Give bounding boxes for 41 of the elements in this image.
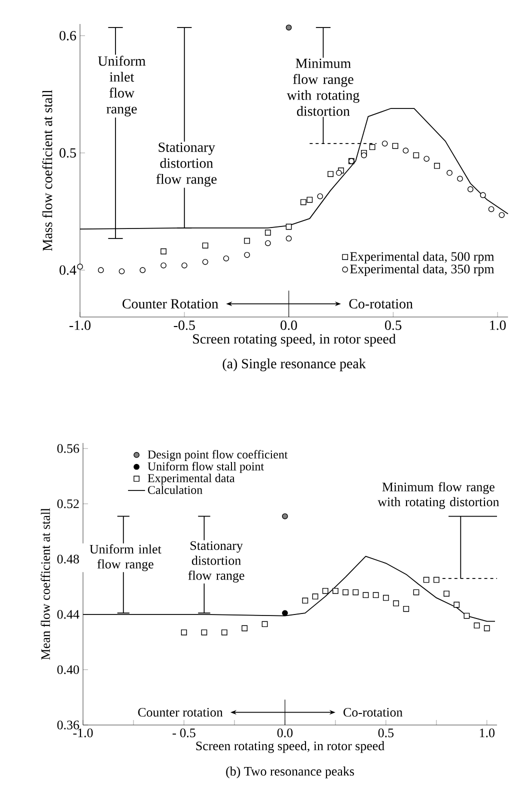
y-tick-label: 0.48 [57,554,79,564]
x-tick-label: 1.0 [480,728,495,738]
text: (a) Single resonance peak [222,358,366,372]
legend-label: Experimental data, 350 rpm [350,264,494,276]
annotation: Co-rotation [349,299,413,309]
annotation: Counter rotation [138,708,223,717]
annotation: Minimum flow range with rotating distortion [378,482,500,509]
legend-label: Experimental data [148,474,235,485]
y-axis-title: Mean flow coefficient at stall [40,508,50,660]
legend-label: Calculation [148,486,202,494]
legend-label: Experimental data, 500 rpm [350,252,494,264]
legend-label: Design point flow coefficient [148,450,288,462]
annotation: Uniform inlet flow range [90,544,162,572]
y-tick-label: 0.52 [57,499,79,508]
x-tick-label: -1.0 [73,728,93,738]
annotation: Stationary distortion flow range [156,142,217,187]
y-tick-label: 0.56 [57,444,80,453]
x-tick-label: -0.5 [174,320,195,330]
y-tick-label: 0.6 [60,30,76,40]
annotation: Counter Rotation [122,299,218,309]
text: (b) Two resonance peaks [226,766,354,778]
annotation: Minimum flow range with rotating distortion [286,58,360,116]
x-tick-label: 0.5 [384,320,402,330]
x-tick-label: 0.0 [277,728,293,738]
y-tick-label: 0.5 [60,148,76,158]
legend-label: Uniform flow stall point [148,462,264,473]
y-tick-label: 0.44 [57,610,80,619]
x-tick-label: 0.5 [378,728,394,738]
annotation: Co-rotation [344,708,403,717]
y-tick-label: 0.4 [60,265,76,275]
y-axis-title: Mass flow coefficient at stall [42,90,52,251]
x-axis-title: Screen rotating speed, in rotor speed [193,334,396,347]
x-tick-label: 1.0 [490,320,506,330]
x-tick-label: - 0.5 [172,728,196,738]
x-tick-label: 0.0 [280,320,297,330]
annotation: Uniform inlet flow range [98,56,146,116]
annotation: Stationary distortion flow range [188,541,244,583]
x-axis-title: Screen rotating speed, in rotor speed [196,741,384,753]
y-tick-label: 0.40 [57,665,79,674]
x-tick-label: -1.0 [69,320,91,330]
y-tick-label: 0.36 [57,720,80,730]
